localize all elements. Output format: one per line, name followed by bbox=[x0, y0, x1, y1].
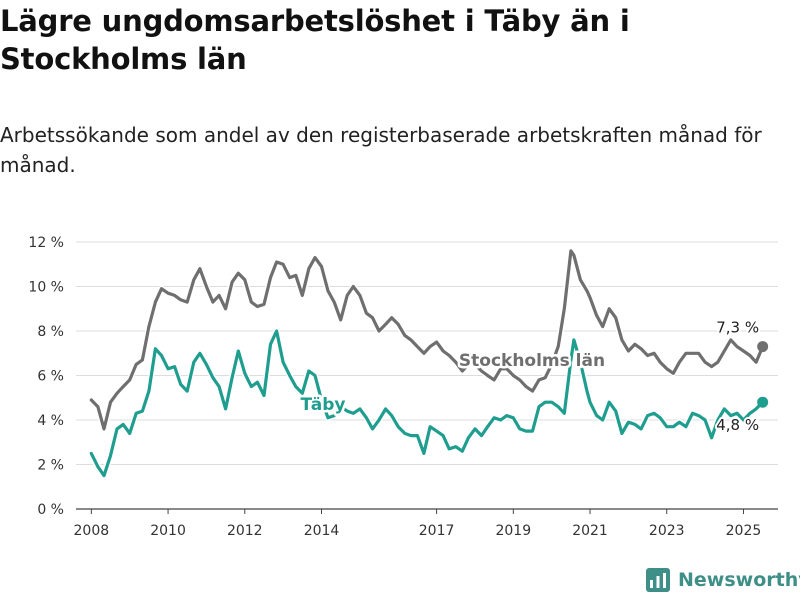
series-end-label: 7,3 % bbox=[716, 319, 759, 337]
y-tick-label: 4 % bbox=[37, 413, 64, 429]
x-tick-label: 2021 bbox=[572, 523, 608, 539]
x-tick-label: 2017 bbox=[419, 523, 455, 539]
series-halo-stockholms-l-n bbox=[89, 247, 766, 432]
x-tick-label: 2014 bbox=[304, 523, 340, 539]
series-end-point-stockholms-l-n bbox=[757, 341, 769, 353]
labels: Stockholms län 7,3 % Täby 4,8 % bbox=[298, 317, 761, 437]
x-tick-label: 2008 bbox=[74, 523, 110, 539]
x-tick-label: 2025 bbox=[726, 523, 762, 539]
y-tick-label: 0 % bbox=[37, 502, 64, 518]
chart-subtitle: Arbetssökande som andel av den registerb… bbox=[0, 123, 762, 177]
series-lines bbox=[88, 247, 769, 479]
y-tick-label: 10 % bbox=[28, 280, 64, 296]
y-tick-label: 8 % bbox=[37, 324, 64, 340]
x-tick-label: 2010 bbox=[150, 523, 186, 539]
series-end-point-t-by bbox=[757, 396, 769, 408]
series-line-stockholms-l-n bbox=[89, 249, 765, 431]
line-chart: 0 % 2 % 4 % 6 % 8 % 10 % 12 % 2008 2010 2012 2014 2… bbox=[28, 235, 778, 539]
chart-title: Lägre ungdomsarbetslöshet i Täby än i St… bbox=[0, 4, 630, 76]
axes: 0 % 2 % 4 % 6 % 8 % 10 % 12 % 2008 2010 2012 2014 2… bbox=[28, 235, 761, 539]
x-tick-label: 2023 bbox=[649, 523, 685, 539]
series-line-t-by bbox=[89, 329, 765, 478]
newsworthy-logo-icon bbox=[646, 568, 670, 592]
y-tick-label: 12 % bbox=[28, 235, 64, 251]
x-tick-label: 2012 bbox=[227, 523, 263, 539]
newsworthy-brand: Newsworthy bbox=[646, 568, 800, 592]
y-tick-label: 2 % bbox=[37, 458, 64, 474]
series-name-label: Täby bbox=[301, 395, 346, 415]
y-tick-label: 6 % bbox=[37, 369, 64, 385]
series-end-label: 4,8 % bbox=[716, 416, 759, 434]
brand-name: Newsworthy bbox=[678, 569, 800, 591]
x-tick-label: 2019 bbox=[495, 523, 531, 539]
series-name-label: Stockholms län bbox=[459, 351, 605, 371]
